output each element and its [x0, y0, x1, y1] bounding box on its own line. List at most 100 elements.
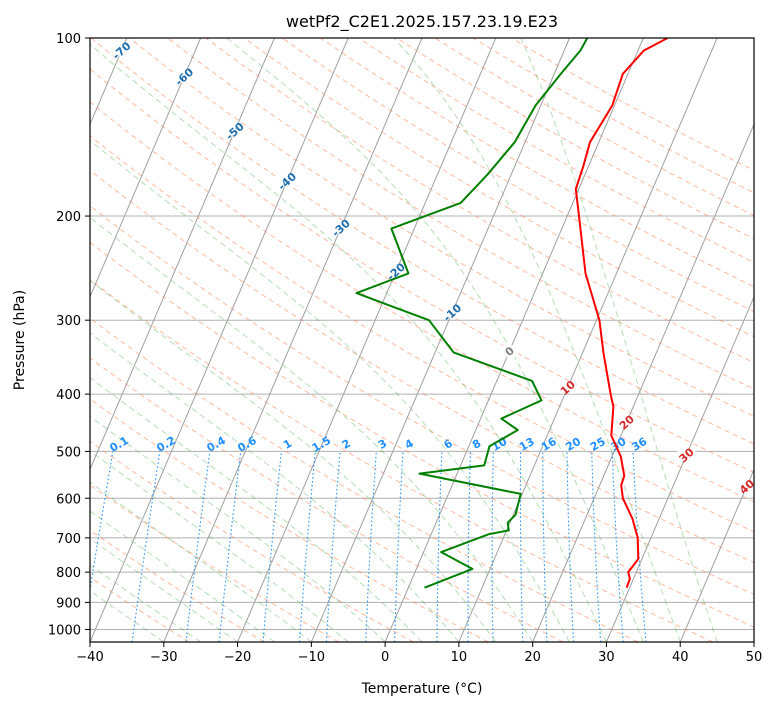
isotherm-label-bg: [331, 221, 350, 234]
isotherm-label-bg: [112, 44, 131, 57]
mixing-ratio-label: 3: [376, 437, 389, 452]
x-axis-label: Temperature (°C): [361, 681, 483, 697]
background-lines: [90, 38, 754, 642]
isotherm-line: [90, 38, 202, 299]
isotherm-label-bg: [225, 125, 244, 137]
isotherm-line: [679, 468, 754, 642]
isotherm-label-bg: [558, 381, 577, 394]
y-tick-label: 700: [56, 532, 81, 547]
isotherm-label-bg: [386, 265, 405, 278]
isotherm-label-bg: [175, 70, 194, 83]
isotherm-line: [605, 295, 754, 642]
dry-adiabat: [90, 241, 754, 628]
x-tick-label: −40: [76, 650, 103, 665]
isotherm-label: -60: [173, 65, 197, 88]
x-tick-label: 50: [746, 650, 763, 665]
x-tick-label: −20: [224, 650, 251, 665]
y-tick-label: 200: [56, 210, 81, 225]
isotherm-label: -50: [223, 120, 247, 143]
moist-adiabat: [90, 415, 386, 642]
isotherm-line: [90, 38, 275, 471]
dry-adiabat: [243, 38, 754, 338]
moist-adiabat: [90, 564, 201, 642]
dewpoint-profile-line: [355, 38, 589, 589]
mixing-ratio-label: 8: [470, 437, 483, 452]
isotherm-line: [163, 38, 423, 642]
y-tick-label: 500: [56, 445, 81, 460]
x-tick-label: 40: [672, 650, 689, 665]
isotherm-label: 30: [677, 445, 697, 465]
dry-adiabat: [205, 38, 754, 364]
moist-adiabat: [90, 43, 607, 642]
isotherm-line: [384, 38, 644, 642]
isotherm-line: [310, 38, 571, 642]
y-tick-label: 100: [56, 32, 81, 47]
dry-adiabat: [90, 279, 713, 642]
isotherm-label-bg: [617, 416, 636, 429]
isotherm-label-bg: [500, 345, 519, 358]
moist-adiabat: [90, 450, 349, 642]
line-labels: 0.10.20.40.611.52346810131620253036-100-…: [39, 39, 754, 497]
profile-lines: [355, 38, 669, 589]
mixing-ratio-line: [491, 451, 494, 642]
mixing-ratio-line: [185, 451, 211, 642]
dry-adiabat: [358, 38, 754, 264]
mixing-ratio-label: 1: [281, 437, 294, 452]
moist-adiabat: [226, 38, 644, 642]
dry-adiabat: [396, 38, 754, 240]
isotherm-line: [90, 38, 349, 642]
mixing-ratio-line: [566, 451, 575, 642]
dry-adiabat: [167, 38, 754, 390]
mixing-ratio-line: [436, 451, 443, 642]
x-tick-label: 30: [598, 650, 615, 665]
mixing-ratio-label: 6: [442, 437, 455, 452]
isotherm-label: -10: [441, 301, 465, 324]
isotherm-label-bg: [278, 175, 296, 188]
mixing-ratio-label: 2: [340, 437, 353, 452]
isotherm-line: [458, 38, 718, 642]
moist-adiabat: [90, 279, 497, 642]
isotherm-label: -70: [110, 39, 134, 62]
dry-adiabat: [90, 484, 339, 642]
dry-adiabat: [90, 576, 190, 642]
dry-adiabat: [90, 169, 754, 564]
x-tick-label: 20: [524, 650, 541, 665]
y-tick-label: 400: [56, 388, 81, 403]
dry-adiabat: [90, 357, 564, 642]
y-axis-label: Pressure (hPa): [12, 290, 28, 390]
isotherm-label-bg: [677, 449, 696, 462]
isotherm-label: 10: [558, 378, 578, 398]
mixing-ratio-label: 4: [403, 437, 416, 452]
moist-adiabat: [90, 377, 423, 642]
dry-adiabat: [90, 135, 754, 533]
isotherm-label-bg: [39, 45, 57, 57]
isotherm-label: -30: [329, 217, 353, 240]
y-tick-label: 800: [56, 566, 81, 581]
dry-adiabat: [90, 68, 754, 474]
dry-adiabat: [90, 38, 754, 445]
y-tick-label: 900: [56, 596, 81, 611]
isotherm-label-bg: [443, 306, 462, 319]
dry-adiabat: [90, 317, 639, 642]
dry-adiabat: [90, 440, 414, 642]
isotherm-line: [532, 123, 754, 642]
isotherm-label: 20: [617, 412, 637, 432]
isotherm-label-bg: [737, 480, 754, 493]
moist-adiabat: [520, 38, 718, 642]
moist-adiabat: [393, 38, 681, 642]
moist-adiabat: [90, 216, 534, 642]
moist-adiabat: [90, 481, 312, 642]
x-tick-label: −10: [298, 650, 325, 665]
axis-ticks: −40 −30 −20 −10 0 10 20 30 40 50 100 200 300 400 500 60…: [48, 32, 762, 665]
isotherm-line: [237, 38, 497, 642]
plot-frame: [89, 37, 755, 643]
dry-adiabat: [511, 38, 754, 171]
moist-adiabat: [90, 332, 460, 642]
y-tick-label: 1000: [48, 623, 81, 638]
mixing-ratio-line: [131, 451, 161, 642]
moist-adiabat: [90, 510, 275, 642]
temperature-profile-line: [574, 38, 669, 589]
mixing-ratio-line: [90, 451, 114, 594]
dry-adiabat: [90, 529, 265, 642]
